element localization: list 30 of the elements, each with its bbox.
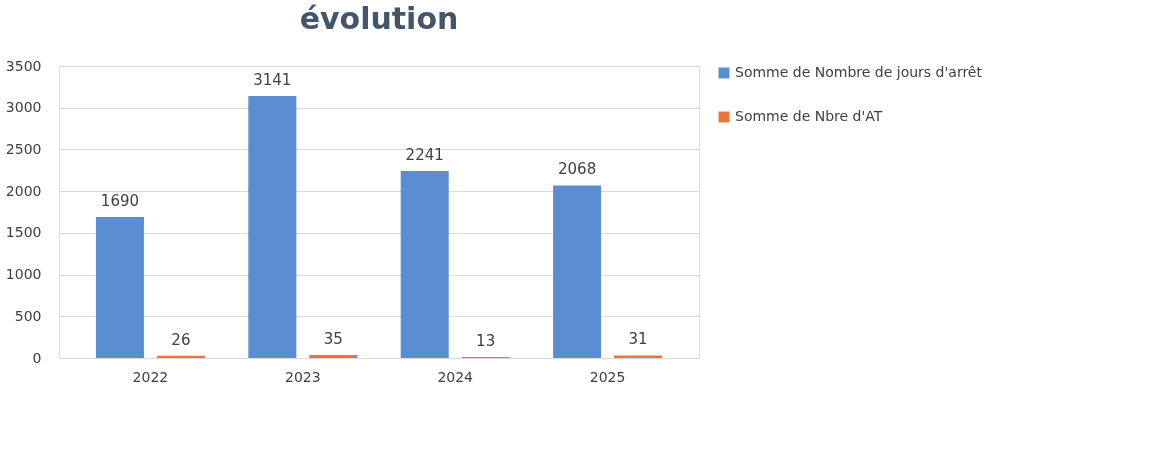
data-label: 2068 [558, 160, 597, 179]
bar [614, 355, 663, 358]
x-tick-label: 2024 [437, 368, 474, 385]
legend-label: Somme de Nbre d'AT [735, 108, 883, 124]
x-tick-label: 2025 [589, 368, 626, 385]
chart-title: évolution [299, 1, 459, 36]
data-label: 35 [323, 330, 343, 349]
bar [400, 171, 449, 358]
y-tick-label: 500 [14, 307, 42, 324]
x-tick-label: 2023 [284, 368, 321, 385]
x-tick-label: 2022 [132, 368, 169, 385]
y-tick-label: 0 [32, 349, 42, 366]
y-tick-label: 3000 [5, 99, 42, 116]
y-tick-label: 3500 [5, 57, 42, 74]
y-tick-label: 1500 [5, 224, 42, 241]
y-tick-label: 2000 [5, 182, 42, 199]
data-label: 26 [171, 330, 191, 349]
data-label: 2241 [405, 146, 444, 165]
bar [95, 217, 144, 358]
bar [553, 185, 602, 358]
data-label: 31 [628, 330, 648, 349]
legend-label: Somme de Nombre de jours d'arrêt [735, 64, 983, 80]
data-label: 13 [476, 331, 496, 350]
data-label: 1690 [100, 192, 140, 211]
y-tick-label: 2500 [5, 140, 42, 157]
bar [309, 355, 358, 358]
data-label: 3141 [253, 70, 292, 89]
bar [248, 95, 297, 358]
y-tick-label: 1000 [5, 266, 42, 283]
bar [156, 355, 205, 358]
